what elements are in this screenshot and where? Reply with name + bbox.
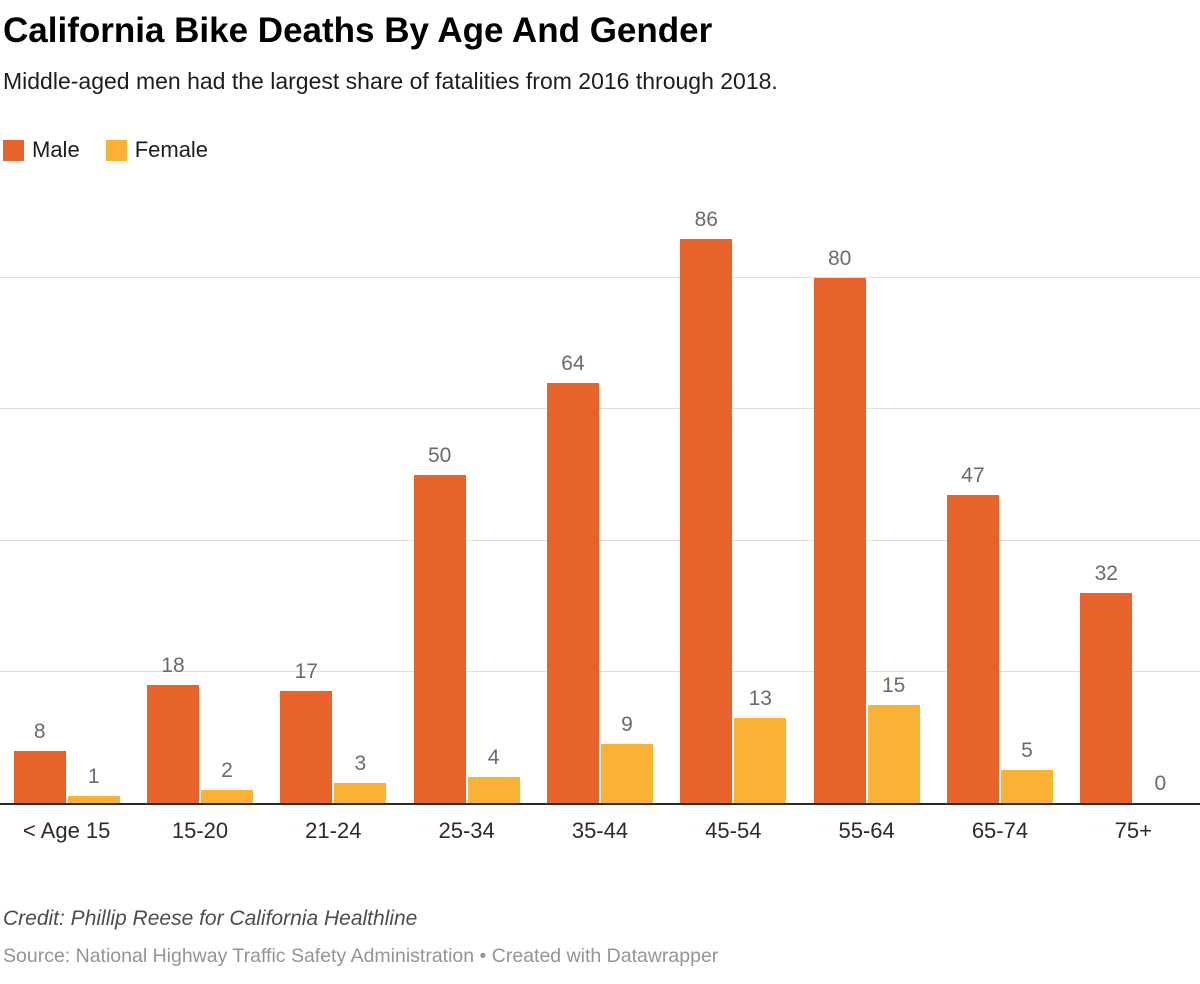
bar-female: 4 [467,746,520,803]
x-axis-labels: < Age 15 15-20 21-24 25-34 35-44 45-54 55-64 65… [0,818,1200,844]
bar-group: 86 13 [667,189,800,803]
chart-footer: Credit: Phillip Reese for California Hea… [3,907,1180,968]
value-label: 3 [354,752,367,776]
bar-group: 18 2 [133,189,266,803]
value-label: 2 [221,758,233,782]
credit-line: Credit: Phillip Reese for California Hea… [3,907,418,930]
x-axis-label: 45-54 [705,818,762,843]
bar-chart-plot-area: 8 1 18 2 17 3 50 4 64 9 86 13 80 15 47 5 32 0 [0,189,1200,805]
bar-pair: 32 0 [1067,189,1200,803]
value-label: 86 [694,207,718,231]
bar-pair: 50 4 [400,189,533,803]
bar-pair: 17 3 [267,189,400,803]
x-axis-label: 35-44 [571,818,629,843]
bar-pair: 18 2 [133,189,266,803]
bar-group: 80 15 [800,189,933,803]
bar-male: 80 [813,247,866,803]
bar-group: 32 0 [1067,189,1200,803]
x-axis-label: 21-24 [305,818,362,843]
x-axis-label: 75+ [1114,818,1152,843]
value-label: 17 [294,660,318,684]
value-label: 1 [87,765,100,789]
chart-header: California Bike Deaths By Age And Gender… [0,10,1200,95]
bar-group: 50 4 [400,189,533,803]
bar-female: 15 [867,674,920,803]
value-label: 5 [1021,739,1033,763]
bar-male: 50 [413,444,466,803]
bar-female: 13 [734,687,787,803]
value-label: 8 [33,719,46,743]
source-line: Source: National Highway Traffic Safety … [3,945,719,967]
bar-female: 1 [67,765,120,803]
value-label: 32 [1094,562,1118,586]
bar-female: 3 [334,752,387,803]
chart-subtitle: Middle-aged men had the largest share of… [3,68,778,94]
bar-female: 2 [200,759,253,803]
bar-pair: 86 13 [667,189,800,803]
bar-male: 86 [680,208,733,803]
value-label: 80 [827,247,852,271]
bar-pair: 47 5 [933,189,1066,803]
female-swatch-icon [105,139,127,161]
x-axis-label: 65-74 [971,818,1029,843]
bar-male: 17 [280,660,333,803]
bar-female: 5 [1000,739,1053,803]
gridline [0,408,1200,410]
bar-group: 17 3 [267,189,400,803]
legend-label: Female [134,137,209,162]
bar-male: 32 [1080,562,1133,803]
bar-male: 18 [146,654,199,803]
gridline [0,539,1200,541]
legend-item-female: Female [105,137,209,163]
bar-pair: 80 15 [800,189,933,803]
bar-male: 64 [546,352,599,803]
bar-group: 64 9 [533,189,666,803]
x-axis-label: 25-34 [438,818,495,843]
value-label: 50 [427,444,452,467]
bar-groups: 8 1 18 2 17 3 50 4 64 9 86 13 80 15 47 5 32 0 [0,189,1200,803]
gridline [0,277,1200,279]
x-axis-label: 15-20 [171,818,229,843]
x-axis-label: < Age 15 [22,818,111,843]
legend: Male Female [3,137,1200,163]
male-swatch-icon [3,139,24,161]
chart-title: California Bike Deaths By Age And Gender [3,11,713,50]
value-label: 64 [561,352,585,376]
value-label: 18 [161,653,185,677]
bar-male: 8 [13,720,66,803]
bar-group: 47 5 [933,189,1066,803]
gridline [0,670,1200,672]
value-label: 9 [621,712,633,736]
bar-pair: 64 9 [533,189,666,803]
bar-female: 9 [600,713,653,803]
value-label: 4 [487,745,500,769]
legend-label: Male [32,137,80,162]
value-label: 47 [961,463,985,487]
value-label: 15 [881,673,906,697]
legend-item-male: Male [3,137,80,163]
bar-male: 47 [946,464,999,803]
x-axis-label: 55-64 [838,818,895,843]
value-label: 13 [748,686,772,710]
value-label: 0 [1154,772,1167,795]
